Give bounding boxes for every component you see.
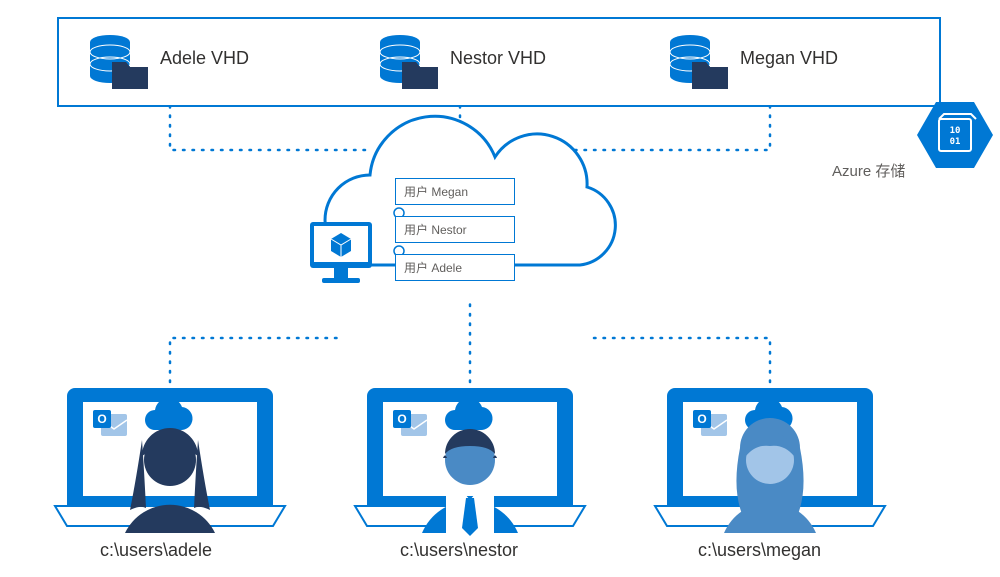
svg-text:01: 01 <box>950 137 961 147</box>
session-box-nestor: 用户 Nestor <box>395 216 515 243</box>
svg-text:O: O <box>697 412 706 426</box>
cloud-icon <box>0 0 1000 577</box>
connectors-layer <box>0 0 1000 577</box>
session-box-megan: 用户 Megan <box>395 178 515 205</box>
vhd-icons <box>0 0 1000 577</box>
vhd-label-megan: Megan VHD <box>740 48 838 69</box>
storage-box <box>0 0 1000 577</box>
session-box-adele: 用户 Adele <box>395 254 515 281</box>
path-adele: c:\users\adele <box>100 540 212 561</box>
path-megan: c:\users\megan <box>698 540 821 561</box>
azure-storage-label: Azure 存储 <box>832 160 905 181</box>
svg-text:10: 10 <box>950 126 961 136</box>
fslogix-architecture-diagram: Adele VHD Nestor VHD Megan VHD 10 01 Azu… <box>0 0 1000 577</box>
session-host-icon <box>0 0 1000 577</box>
svg-text:O: O <box>397 412 406 426</box>
users-layer: O O <box>0 0 1000 577</box>
vhd-label-nestor: Nestor VHD <box>450 48 546 69</box>
azure-storage-icon: 10 01 <box>0 0 1000 577</box>
svg-text:O: O <box>97 412 106 426</box>
path-nestor: c:\users\nestor <box>400 540 518 561</box>
vhd-label-adele: Adele VHD <box>160 48 249 69</box>
